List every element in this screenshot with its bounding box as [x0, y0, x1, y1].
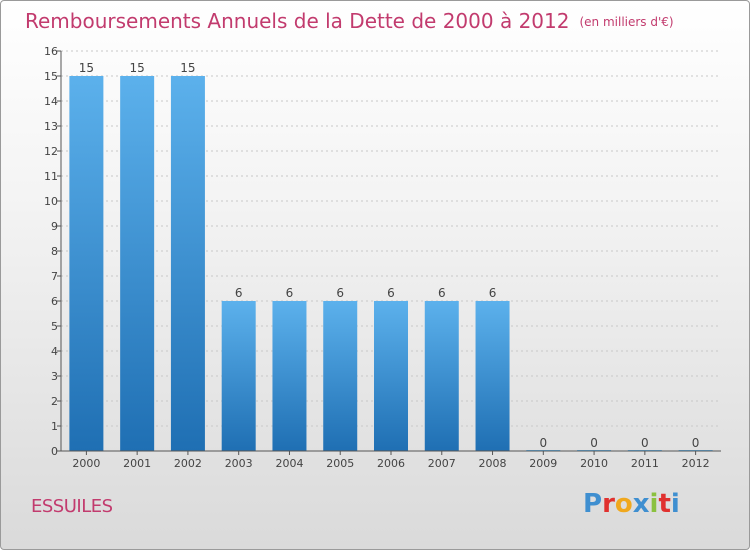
logo-letter: i [649, 489, 659, 519]
logo-letter: o [614, 489, 633, 519]
data-label-2001: 15 [130, 61, 145, 75]
data-label-2008: 6 [489, 286, 497, 300]
y-tick-label: 12 [44, 145, 58, 158]
data-label-2010: 0 [590, 436, 598, 450]
data-label-2005: 6 [336, 286, 344, 300]
chart-title-text: Remboursements Annuels de la Dette de 20… [25, 9, 570, 33]
x-tick-label-2001: 2001 [123, 457, 151, 470]
bar-2007 [424, 301, 459, 451]
chart-subtitle: (en milliers d'€) [579, 15, 674, 29]
data-label-2011: 0 [641, 436, 649, 450]
x-tick-label-2011: 2011 [631, 457, 659, 470]
proxiti-logo: Proxiti [583, 489, 680, 519]
y-tick-label: 1 [51, 420, 58, 433]
data-label-2012: 0 [692, 436, 700, 450]
y-tick-label: 4 [51, 345, 58, 358]
y-tick-label: 0 [51, 445, 58, 458]
bar-2006 [374, 301, 408, 451]
bar-2002 [170, 76, 205, 451]
x-tick-label-2009: 2009 [529, 457, 557, 470]
y-tick-label: 11 [44, 170, 58, 183]
y-tick-label: 14 [44, 95, 58, 108]
commune-name: ESSUILES [31, 496, 113, 517]
y-tick-label: 3 [51, 370, 58, 383]
bar-2000 [69, 76, 104, 451]
data-label-2003: 6 [235, 286, 243, 300]
data-label-2002: 15 [180, 61, 195, 75]
y-tick-label: 6 [51, 295, 58, 308]
bar-2004 [272, 301, 307, 451]
x-tick-label-2012: 2012 [682, 457, 710, 470]
x-tick-label-2004: 2004 [275, 457, 303, 470]
x-tick-label-2003: 2003 [225, 457, 253, 470]
y-tick-label: 10 [44, 195, 58, 208]
y-tick-label: 2 [51, 395, 58, 408]
data-label-2000: 15 [79, 61, 94, 75]
logo-letter: P [583, 489, 603, 519]
bar-2001 [120, 76, 155, 451]
x-tick-label-2000: 2000 [72, 457, 100, 470]
y-tick-label: 8 [51, 245, 58, 258]
bar-2008 [475, 301, 510, 451]
y-tick-label: 7 [51, 270, 58, 283]
logo-letter: i [670, 489, 680, 519]
x-tick-label-2007: 2007 [428, 457, 456, 470]
x-tick-label-2006: 2006 [377, 457, 405, 470]
data-label-2009: 0 [539, 436, 547, 450]
x-tick-label-2008: 2008 [479, 457, 507, 470]
y-tick-label: 5 [51, 320, 58, 333]
logo-letter: x [632, 489, 650, 519]
x-tick-label-2010: 2010 [580, 457, 608, 470]
logo-letter: r [602, 489, 615, 519]
x-tick-label-2002: 2002 [174, 457, 202, 470]
data-label-2004: 6 [286, 286, 294, 300]
bar-2005 [323, 301, 358, 451]
data-label-2006: 6 [387, 286, 395, 300]
y-tick-label: 15 [44, 70, 58, 83]
bar-2003 [221, 301, 256, 451]
chart-title: Remboursements Annuels de la Dette de 20… [25, 9, 674, 33]
y-tick-label: 16 [44, 45, 58, 58]
data-label-2007: 6 [438, 286, 446, 300]
x-tick-label-2005: 2005 [326, 457, 354, 470]
y-tick-label: 9 [51, 220, 58, 233]
logo-letter: t [658, 489, 671, 519]
y-tick-label: 13 [44, 120, 58, 133]
